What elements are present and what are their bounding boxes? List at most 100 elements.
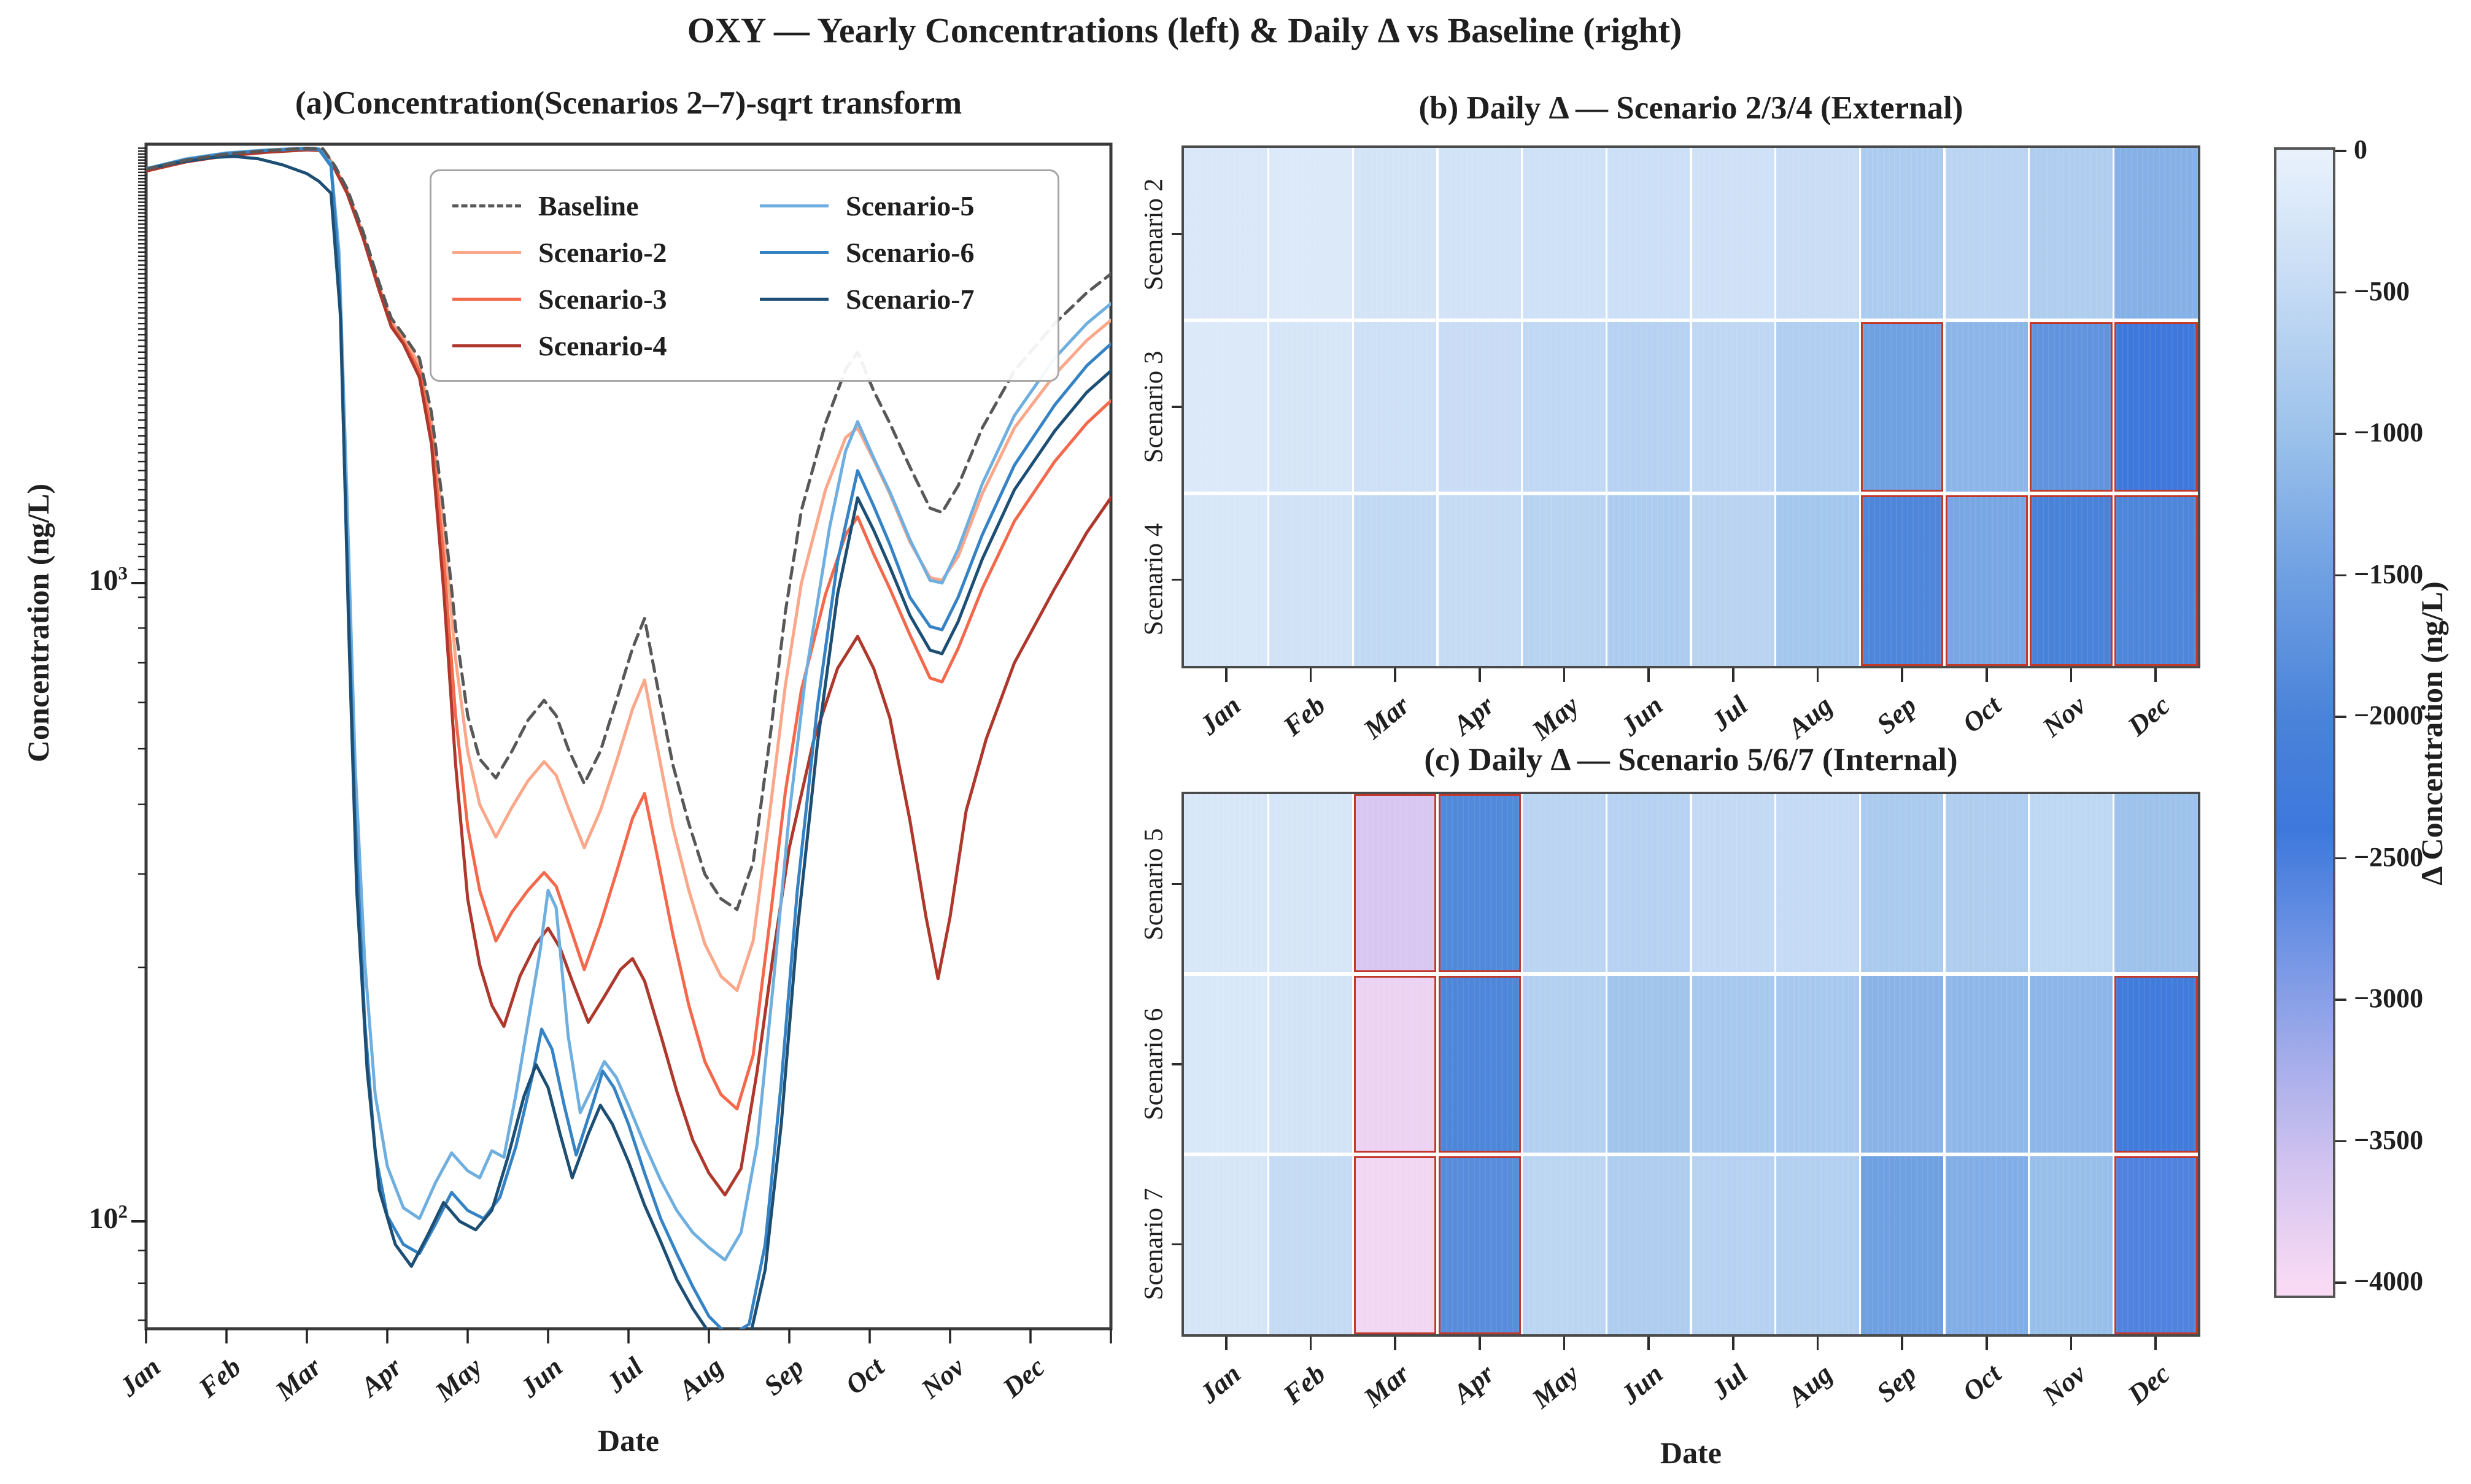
heatmap-b-cell-scenario-3-jun — [1607, 322, 1690, 492]
panel-a-xlabel: Date — [598, 1423, 659, 1458]
legend-label: Scenario-4 — [538, 330, 667, 361]
heatmap-b-col-tick — [1816, 668, 1819, 682]
heatmap-b-col-tick — [1563, 668, 1566, 682]
heatmap-b-cell-scenario-2-oct — [1945, 148, 2028, 319]
heatmap-b-cell-scenario-2-aug — [1776, 148, 1859, 319]
legend-label: Scenario-5 — [846, 190, 975, 222]
heatmap-b-cell-scenario-3-nov — [2030, 322, 2113, 492]
heatmap-b-cell-scenario-4-feb — [1269, 495, 1352, 666]
heatmap-b-cell-scenario-4-jun — [1607, 495, 1690, 666]
legend-label: Scenario-6 — [846, 236, 975, 268]
colorbar-label: Δ Concentration (ng/L) — [2415, 581, 2449, 886]
heatmap-b-cell-scenario-2-jan — [1184, 148, 1268, 319]
heatmap-c-col-tick — [1479, 1337, 1481, 1350]
heatmap-c-cell-scenario-7-nov — [2030, 1156, 2113, 1334]
heatmap-c-cell-scenario-6-apr — [1438, 976, 1522, 1153]
heatmap-b-col-tick — [1394, 668, 1396, 682]
heatmap-b-col-tick — [1479, 668, 1481, 682]
colorbar-tick-label-6: −3000 — [2354, 983, 2424, 1013]
heatmap-b-cell-scenario-4-aug — [1776, 495, 1859, 666]
heatmap-c-cell-scenario-6-aug — [1776, 976, 1859, 1153]
colorbar-tick — [2335, 1281, 2346, 1284]
heatmap-c-cell-scenario-7-aug — [1776, 1156, 1859, 1334]
heatmap-c-col-tick — [1563, 1337, 1566, 1350]
heatmap-b-col-tick — [2070, 668, 2073, 682]
heatmap-internal — [1181, 792, 2200, 1337]
heatmap-c-cell-scenario-7-jan — [1184, 1156, 1268, 1334]
colorbar-tick-label-4: −2000 — [2354, 700, 2424, 730]
heatmap-b-cell-scenario-3-feb — [1269, 322, 1352, 492]
heatmap-b-cell-scenario-2-sep — [1860, 148, 1944, 319]
heatmap-c-col-tick — [1225, 1337, 1228, 1350]
heatmap-b-row-label-scenario-2: Scenario 2 — [1139, 178, 1169, 290]
series-scenario-4 — [146, 148, 1111, 1197]
heatmap-b-cell-scenario-4-jan — [1184, 495, 1268, 666]
legend-label: Scenario-7 — [846, 283, 975, 315]
heatmap-c-cell-scenario-6-oct — [1945, 976, 2028, 1153]
colorbar-tick — [2335, 857, 2346, 860]
legend-item-scenario-7: Scenario-7 — [760, 276, 1037, 322]
heatmap-c-row-tick — [1172, 1243, 1181, 1246]
colorbar-tick-label-5: −2500 — [2354, 841, 2424, 872]
heatmap-b-col-tick — [1986, 668, 1988, 682]
heatmap-b-cell-scenario-2-may — [1523, 148, 1606, 319]
heatmap-c-cell-scenario-7-oct — [1945, 1156, 2028, 1334]
heatmap-c-cell-scenario-7-mar — [1353, 1156, 1437, 1334]
heatmap-b-cell-scenario-2-mar — [1353, 148, 1437, 319]
colorbar-tick — [2335, 574, 2346, 577]
heatmap-c-col-tick — [1647, 1337, 1650, 1350]
heatmap-c-cell-scenario-7-may — [1523, 1156, 1606, 1334]
heatmap-c-cell-scenario-6-jan — [1184, 976, 1268, 1153]
heatmap-b-cell-scenario-4-mar — [1353, 495, 1437, 666]
heatmap-c-col-tick — [2070, 1337, 2073, 1350]
heatmap-c-cell-scenario-5-feb — [1269, 794, 1352, 973]
heatmap-c-row-tick — [1172, 883, 1181, 886]
heatmap-b-cell-scenario-4-oct — [1945, 495, 2028, 666]
heatmap-c-col-tick — [1986, 1337, 1988, 1350]
legend-label: Baseline — [538, 190, 639, 222]
heatmap-c-cell-scenario-7-apr — [1438, 1156, 1522, 1334]
heatmap-b-cell-scenario-3-jan — [1184, 322, 1268, 492]
heatmap-c-cell-scenario-7-feb — [1269, 1156, 1352, 1334]
panel-b-title: (b) Daily Δ — Scenario 2/3/4 (External) — [1418, 90, 1963, 126]
panel-c-xlabel: Date — [1660, 1436, 1722, 1470]
heatmap-b-cell-scenario-2-feb — [1269, 148, 1352, 319]
panel-a-ylabel: Concentration (ng/L) — [21, 483, 55, 763]
heatmap-b-col-tick — [1647, 668, 1650, 682]
panel-a-ytick-100: 102 — [88, 1200, 128, 1235]
legend-item-baseline: Baseline — [452, 182, 729, 229]
heatmap-c-row-label-scenario-7: Scenario 7 — [1139, 1188, 1169, 1300]
heatmap-c-cell-scenario-5-mar — [1353, 794, 1437, 973]
heatmap-b-cell-scenario-4-jul — [1692, 495, 1775, 666]
heatmap-b-cell-scenario-3-mar — [1353, 322, 1437, 492]
heatmap-c-cell-scenario-5-jul — [1692, 794, 1775, 973]
heatmap-c-row-label-scenario-5: Scenario 5 — [1139, 828, 1169, 940]
heatmap-c-cell-scenario-5-may — [1523, 794, 1606, 973]
heatmap-b-cell-scenario-3-may — [1523, 322, 1606, 492]
heatmap-b-col-tick — [1309, 668, 1312, 682]
heatmap-c-cell-scenario-5-oct — [1945, 794, 2028, 973]
heatmap-c-cell-scenario-5-nov — [2030, 794, 2113, 973]
heatmap-c-col-tick — [1901, 1337, 1903, 1350]
heatmap-c-cell-scenario-6-jul — [1692, 976, 1775, 1153]
heatmap-b-cell-scenario-4-dec — [2114, 495, 2198, 666]
panel-c-title: (c) Daily Δ — Scenario 5/6/7 (Internal) — [1424, 742, 1958, 778]
heatmap-b-cell-scenario-4-apr — [1438, 495, 1522, 666]
series-baseline — [146, 147, 1111, 911]
colorbar-tick-label-1: −500 — [2354, 276, 2410, 306]
colorbar-tick-label-8: −4000 — [2354, 1266, 2424, 1296]
heatmap-b-col-tick — [1901, 668, 1903, 682]
heatmap-b-cell-scenario-4-may — [1523, 495, 1606, 666]
heatmap-b-cell-scenario-4-sep — [1860, 495, 1944, 666]
heatmap-b-row-tick — [1172, 233, 1181, 236]
heatmap-b-cell-scenario-2-dec — [2114, 148, 2198, 319]
series-scenario-7 — [146, 155, 1111, 1329]
heatmap-c-cell-scenario-7-jun — [1607, 1156, 1690, 1334]
colorbar-tick — [2335, 291, 2346, 294]
legend-item-scenario-4: Scenario-4 — [452, 322, 729, 369]
legend-line-sample — [452, 250, 521, 254]
figure-title: OXY — Yearly Concentrations (left) & Dai… — [687, 10, 1682, 50]
heatmap-c-cell-scenario-6-jun — [1607, 976, 1690, 1153]
heatmap-c-cell-scenario-6-may — [1523, 976, 1606, 1153]
